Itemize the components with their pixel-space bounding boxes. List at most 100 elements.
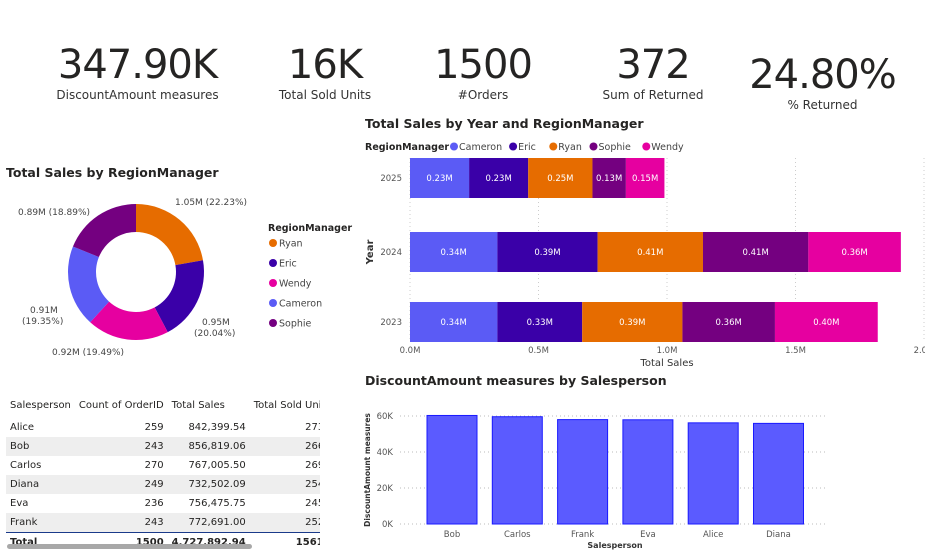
column-bar-frank[interactable]	[557, 419, 609, 525]
table-cell: Diana	[6, 475, 75, 494]
legend-marker-eric	[269, 259, 277, 267]
stack-legend-title: RegionManager	[365, 142, 449, 153]
table-cell: 2548	[249, 475, 320, 494]
donut-data-label: 0.95M (20.04%)	[194, 318, 235, 339]
x-tick-label: 0.5M	[528, 346, 549, 356]
column-header[interactable]: Total Sold Units	[253, 399, 320, 411]
bar-segment-sophie-2025[interactable]	[592, 158, 626, 198]
legend-item-sophie[interactable]: Sophie	[599, 142, 632, 153]
bar-segment-cameron-2023[interactable]	[410, 302, 498, 342]
donut-data-label: 0.89M (18.89%)	[18, 208, 90, 218]
bar-segment-ryan-2024[interactable]	[597, 232, 703, 272]
bar-segment-wendy-2023[interactable]	[774, 302, 878, 342]
bar-segment-sophie-2023[interactable]	[682, 302, 775, 342]
x-tick-label: Alice	[703, 530, 723, 540]
legend-item-sophie[interactable]: Sophie	[279, 319, 312, 330]
bar-segment-wendy-2025[interactable]	[625, 158, 665, 198]
stacked-bar-chart: RegionManager Cameron Eric Ryan Sophie Wendy 0…	[365, 142, 925, 369]
kpi-value: 16K	[287, 42, 363, 88]
donut-data-label: 0.91M (19.35%)	[22, 306, 63, 327]
kpi-value: 1500	[434, 42, 533, 88]
column-bar-carlos[interactable]	[491, 416, 543, 525]
legend-marker-cameron	[269, 299, 277, 307]
bar-segment-ryan-2025[interactable]	[528, 158, 593, 198]
legend-item-wendy[interactable]: Wendy	[279, 279, 312, 290]
table-cell: Eva	[10, 498, 29, 509]
table-cell: 15616	[249, 532, 320, 552]
column-bar-eva[interactable]	[622, 419, 674, 525]
x-tick-label: 0.0M	[400, 346, 421, 356]
legend-item-cameron[interactable]: Cameron	[459, 142, 502, 153]
y-tick-label: 2024	[380, 248, 402, 258]
donut-slice-cameron[interactable]	[68, 246, 110, 323]
column-bar-diana[interactable]	[753, 422, 804, 525]
legend-item-eric[interactable]: Eric	[518, 142, 536, 153]
x-tick-label: Diana	[766, 530, 791, 540]
bar-segment-cameron-2024[interactable]	[410, 232, 498, 272]
table-cell: 756,475.75	[188, 498, 246, 509]
column-header[interactable]: Total Sales	[171, 399, 225, 411]
kpi-pct-returned: 24.80% % Returned	[745, 52, 900, 112]
bar-segment-sophie-2024[interactable]	[702, 232, 809, 272]
y-tick-label: 2023	[380, 318, 402, 328]
table-cell: 4,727,892.94	[167, 532, 250, 552]
bar-data-label: 0.40M	[813, 318, 839, 328]
donut-slice-ryan[interactable]	[136, 204, 203, 266]
bar-segment-eric-2023[interactable]	[497, 302, 583, 342]
donut-slice-wendy[interactable]	[90, 301, 168, 340]
bar-segment-wendy-2024[interactable]	[808, 232, 901, 272]
x-axis-title: Total Sales	[639, 358, 693, 369]
table-cell: 259	[144, 422, 164, 433]
column-chart-title: DiscountAmount measures by Salesperson	[365, 373, 667, 388]
kpi-label: Total Sold Units	[278, 88, 372, 102]
bar-segment-eric-2025[interactable]	[469, 158, 529, 198]
table-cell: 236	[144, 498, 164, 509]
x-tick-label: 1.5M	[785, 346, 806, 356]
y-tick-label: 60K	[377, 412, 394, 422]
bar-segment-cameron-2025[interactable]	[410, 158, 470, 198]
table-cell: 243	[74, 513, 168, 533]
table-cell: 270	[144, 460, 164, 471]
kpi-discount: 347.90K DiscountAmount measures	[50, 42, 225, 102]
x-tick-label: Frank	[571, 530, 594, 540]
legend-item-ryan[interactable]: Ryan	[279, 239, 303, 250]
table-cell: Carlos	[10, 460, 42, 471]
y-tick-label: 2025	[380, 174, 402, 184]
donut-slice-sophie[interactable]	[72, 204, 136, 258]
bar-data-label: 0.39M	[619, 318, 645, 328]
column-header[interactable]: Count of OrderID	[78, 399, 164, 411]
bar-data-label: 0.39M	[534, 248, 560, 258]
legend-item-wendy[interactable]: Wendy	[651, 142, 684, 153]
kpi-orders: 1500 #Orders	[418, 42, 548, 102]
bar-data-label: 0.15M	[632, 174, 658, 184]
x-tick-label: Eva	[640, 530, 656, 540]
donut-data-label: 0.92M (19.49%)	[52, 348, 124, 358]
table-cell: Frank	[6, 513, 75, 533]
legend-marker-sophie	[269, 319, 277, 327]
legend-marker-ryan	[269, 239, 277, 247]
table-cell: Bob	[6, 437, 75, 456]
bar-data-label: 0.33M	[527, 318, 553, 328]
legend-item-cameron[interactable]: Cameron	[279, 299, 322, 310]
bar-segment-eric-2024[interactable]	[497, 232, 598, 272]
legend-marker-eric	[509, 142, 518, 151]
y-tick-label: 40K	[377, 448, 394, 458]
column-header[interactable]: Salesperson	[10, 399, 71, 411]
donut-legend-title: RegionManager	[268, 223, 352, 234]
legend-marker-ryan	[549, 142, 558, 151]
donut-slice-eric[interactable]	[154, 260, 204, 333]
table-horizontal-scrollbar[interactable]	[7, 544, 252, 549]
legend-item-eric[interactable]: Eric	[279, 259, 297, 270]
bar-segment-ryan-2023[interactable]	[582, 302, 683, 342]
legend-marker-wendy	[642, 142, 651, 151]
x-tick-label: 1.0M	[657, 346, 678, 356]
legend-item-ryan[interactable]: Ryan	[558, 142, 582, 153]
column-bar-alice[interactable]	[687, 422, 739, 525]
bar-data-label: 0.36M	[841, 248, 867, 258]
table-cell: 2452	[305, 498, 320, 509]
table-cell: 2524	[249, 513, 320, 533]
column-bar-bob[interactable]	[426, 414, 478, 525]
x-tick-label: 2.0M	[914, 346, 925, 356]
